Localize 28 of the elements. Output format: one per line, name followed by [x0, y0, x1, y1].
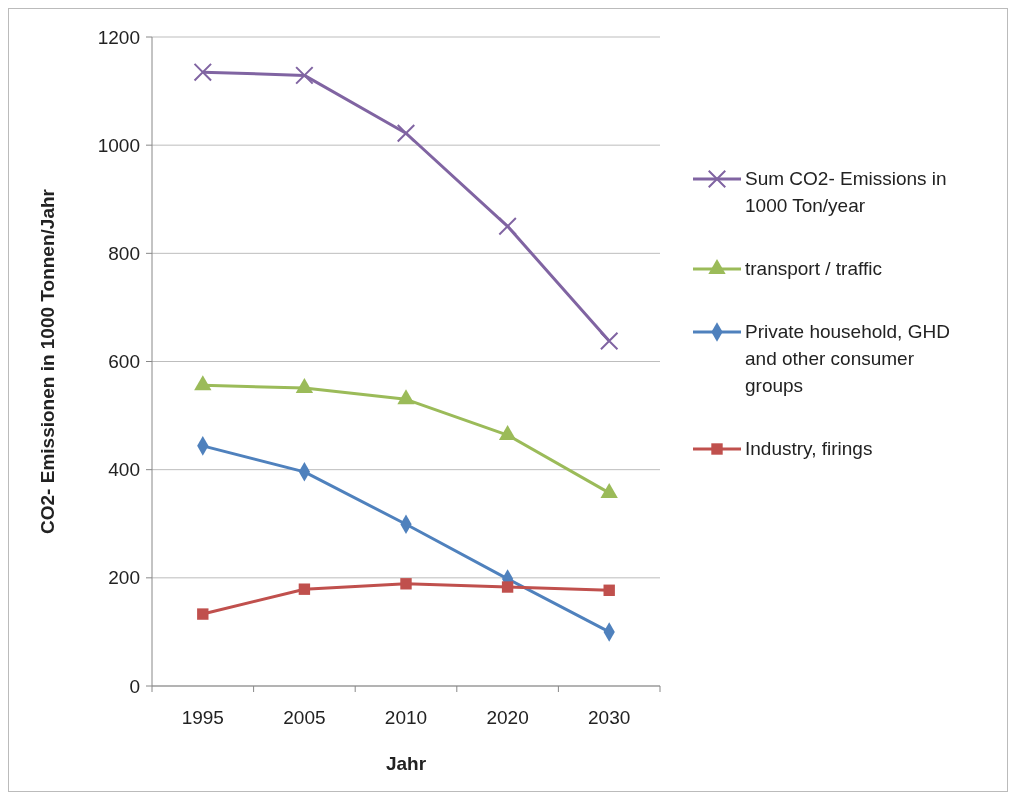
point: [599, 331, 619, 351]
x-tick-label: 2005: [283, 707, 326, 728]
point: [396, 124, 416, 143]
point: [501, 581, 514, 593]
y-tick-label: 400: [108, 459, 140, 481]
x-tick-label: 2030: [588, 707, 631, 728]
x-axis-title: Jahr: [385, 753, 427, 774]
y-tick-label: 0: [129, 675, 140, 697]
y-tick-label: 600: [108, 351, 140, 373]
point: [498, 217, 517, 236]
point: [295, 66, 314, 85]
legend-label: Private household, GHD and other consumer groups: [745, 321, 950, 396]
y-tick-label: 1000: [97, 134, 140, 156]
x-tick-label: 1995: [181, 707, 224, 728]
point: [193, 62, 213, 82]
x-tick-label: 2020: [486, 707, 529, 728]
legend-label: Sum CO2- Emissions in 1000 Ton/year: [745, 168, 947, 216]
point: [603, 584, 615, 596]
y-tick-label: 800: [108, 242, 140, 264]
y-tick-label: 200: [108, 567, 140, 589]
y-axis-title: CO2- Emissionen in 1000 Tonnen/Jahr: [37, 188, 58, 534]
point: [197, 608, 209, 620]
point: [400, 578, 412, 590]
legend-label: Industry, firings: [745, 438, 873, 459]
point: [298, 583, 311, 595]
legend-label: transport / traffic: [745, 258, 882, 279]
x-tick-label: 2010: [384, 707, 428, 728]
y-tick-label: 1200: [97, 26, 140, 48]
